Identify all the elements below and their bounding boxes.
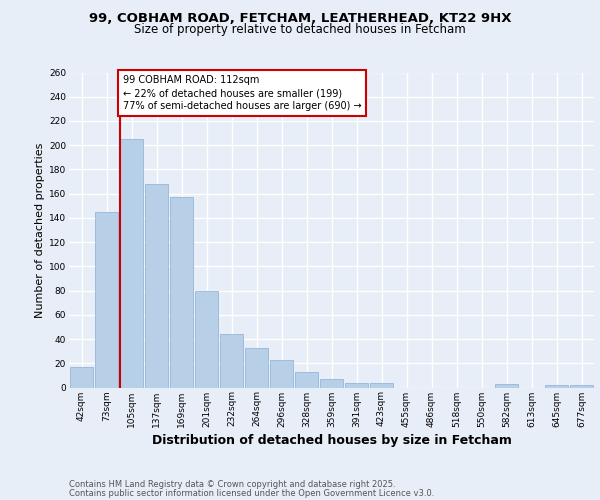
Bar	[370, 382, 393, 388]
Bar	[570, 385, 593, 388]
Text: Contains public sector information licensed under the Open Government Licence v3: Contains public sector information licen…	[69, 488, 434, 498]
Text: 99 COBHAM ROAD: 112sqm
← 22% of detached houses are smaller (199)
77% of semi-de: 99 COBHAM ROAD: 112sqm ← 22% of detached…	[123, 75, 361, 112]
Bar	[95, 212, 118, 388]
Bar	[345, 382, 368, 388]
Bar	[120, 139, 143, 388]
Y-axis label: Number of detached properties: Number of detached properties	[35, 142, 45, 318]
Bar	[145, 184, 168, 388]
Bar	[245, 348, 268, 388]
Text: 99, COBHAM ROAD, FETCHAM, LEATHERHEAD, KT22 9HX: 99, COBHAM ROAD, FETCHAM, LEATHERHEAD, K…	[89, 12, 511, 26]
Bar	[295, 372, 318, 388]
Bar	[545, 385, 568, 388]
Bar	[170, 198, 193, 388]
Text: Size of property relative to detached houses in Fetcham: Size of property relative to detached ho…	[134, 22, 466, 36]
Text: Contains HM Land Registry data © Crown copyright and database right 2025.: Contains HM Land Registry data © Crown c…	[69, 480, 395, 489]
X-axis label: Distribution of detached houses by size in Fetcham: Distribution of detached houses by size …	[152, 434, 511, 446]
Bar	[220, 334, 243, 388]
Bar	[195, 290, 218, 388]
Bar	[320, 379, 343, 388]
Bar	[70, 367, 93, 388]
Bar	[495, 384, 518, 388]
Bar	[270, 360, 293, 388]
